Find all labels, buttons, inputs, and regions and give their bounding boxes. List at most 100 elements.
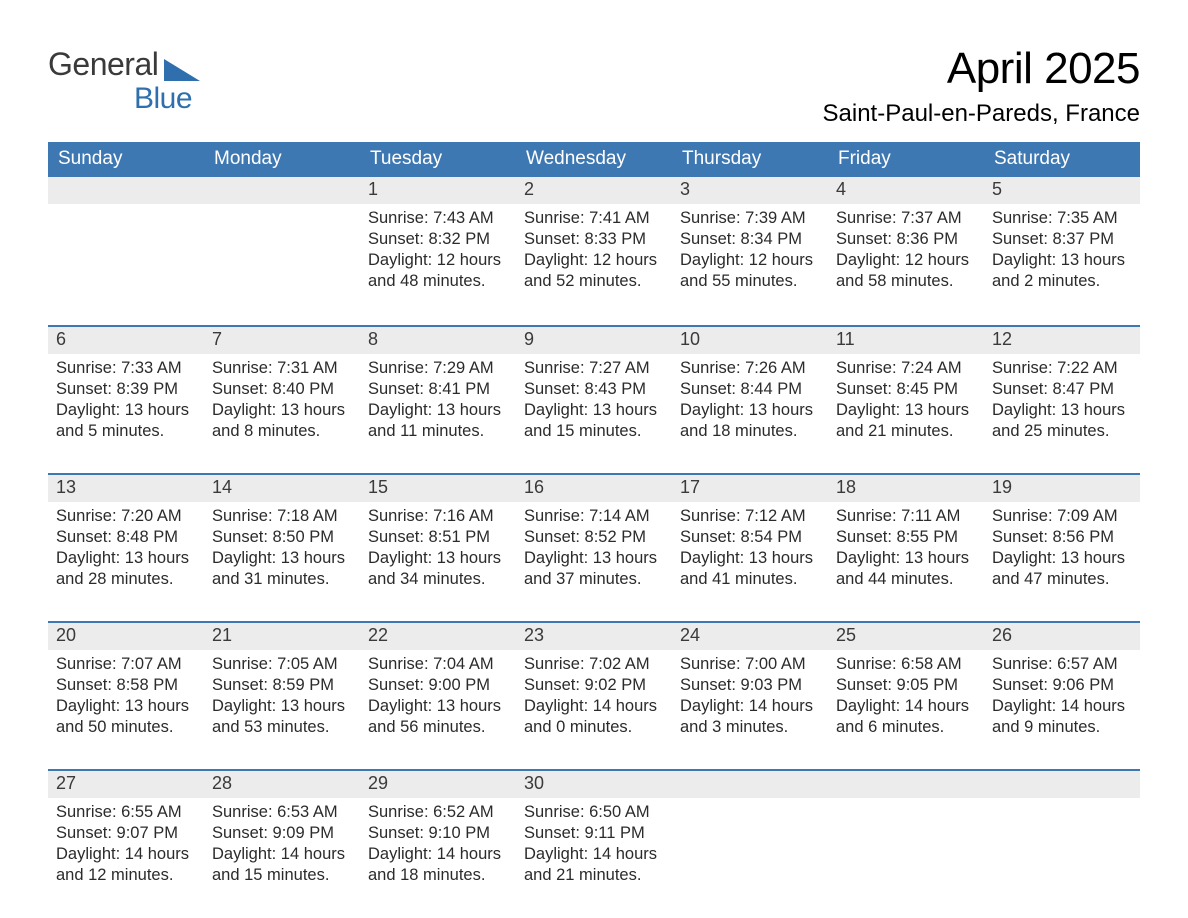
sunset-line: Sunset: 8:41 PM [368, 379, 508, 400]
day-number: 17 [672, 473, 828, 502]
calendar-day-cell: 21Sunrise: 7:05 AMSunset: 8:59 PMDayligh… [204, 621, 360, 769]
calendar-day-cell: 28Sunrise: 6:53 AMSunset: 9:09 PMDayligh… [204, 769, 360, 917]
sunset-line: Sunset: 9:05 PM [836, 675, 976, 696]
day-info: Sunrise: 7:31 AMSunset: 8:40 PMDaylight:… [204, 354, 360, 444]
day-info: Sunrise: 7:26 AMSunset: 8:44 PMDaylight:… [672, 354, 828, 444]
sunrise-line: Sunrise: 7:24 AM [836, 358, 976, 379]
sunset-line: Sunset: 8:36 PM [836, 229, 976, 250]
weekday-header: Friday [828, 142, 984, 177]
daylight-line: Daylight: 13 hours and 5 minutes. [56, 400, 196, 442]
day-number: 22 [360, 621, 516, 650]
day-info: Sunrise: 7:39 AMSunset: 8:34 PMDaylight:… [672, 204, 828, 294]
day-info: Sunrise: 7:00 AMSunset: 9:03 PMDaylight:… [672, 650, 828, 740]
day-info: Sunrise: 7:07 AMSunset: 8:58 PMDaylight:… [48, 650, 204, 740]
calendar-day-cell: 19Sunrise: 7:09 AMSunset: 8:56 PMDayligh… [984, 473, 1140, 621]
day-number: 20 [48, 621, 204, 650]
day-info: Sunrise: 7:16 AMSunset: 8:51 PMDaylight:… [360, 502, 516, 592]
day-info: Sunrise: 6:57 AMSunset: 9:06 PMDaylight:… [984, 650, 1140, 740]
sunset-line: Sunset: 8:32 PM [368, 229, 508, 250]
sunset-line: Sunset: 8:40 PM [212, 379, 352, 400]
calendar-day-cell: 4Sunrise: 7:37 AMSunset: 8:36 PMDaylight… [828, 177, 984, 325]
daylight-line: Daylight: 13 hours and 2 minutes. [992, 250, 1132, 292]
day-info: Sunrise: 7:37 AMSunset: 8:36 PMDaylight:… [828, 204, 984, 294]
daylight-line: Daylight: 13 hours and 15 minutes. [524, 400, 664, 442]
weekday-header: Thursday [672, 142, 828, 177]
day-number: 21 [204, 621, 360, 650]
day-info: Sunrise: 7:29 AMSunset: 8:41 PMDaylight:… [360, 354, 516, 444]
daylight-line: Daylight: 13 hours and 21 minutes. [836, 400, 976, 442]
weekday-header: Monday [204, 142, 360, 177]
calendar-day-cell: 29Sunrise: 6:52 AMSunset: 9:10 PMDayligh… [360, 769, 516, 917]
day-info: Sunrise: 7:27 AMSunset: 8:43 PMDaylight:… [516, 354, 672, 444]
day-info: Sunrise: 7:02 AMSunset: 9:02 PMDaylight:… [516, 650, 672, 740]
calendar-day-cell: 23Sunrise: 7:02 AMSunset: 9:02 PMDayligh… [516, 621, 672, 769]
weekday-header: Saturday [984, 142, 1140, 177]
calendar-day-cell: 18Sunrise: 7:11 AMSunset: 8:55 PMDayligh… [828, 473, 984, 621]
sunset-line: Sunset: 9:10 PM [368, 823, 508, 844]
day-info: Sunrise: 7:05 AMSunset: 8:59 PMDaylight:… [204, 650, 360, 740]
calendar-day-cell: 12Sunrise: 7:22 AMSunset: 8:47 PMDayligh… [984, 325, 1140, 473]
daylight-line: Daylight: 14 hours and 12 minutes. [56, 844, 196, 886]
sunrise-line: Sunrise: 7:26 AM [680, 358, 820, 379]
calendar-week-row: 27Sunrise: 6:55 AMSunset: 9:07 PMDayligh… [48, 769, 1140, 917]
day-number [828, 769, 984, 798]
calendar-page: General Blue April 2025 Saint-Paul-en-Pa… [0, 0, 1188, 918]
day-info: Sunrise: 6:53 AMSunset: 9:09 PMDaylight:… [204, 798, 360, 888]
sunrise-line: Sunrise: 6:52 AM [368, 802, 508, 823]
calendar-week-row: 20Sunrise: 7:07 AMSunset: 8:58 PMDayligh… [48, 621, 1140, 769]
daylight-line: Daylight: 12 hours and 52 minutes. [524, 250, 664, 292]
daylight-line: Daylight: 13 hours and 47 minutes. [992, 548, 1132, 590]
calendar-day-cell: 17Sunrise: 7:12 AMSunset: 8:54 PMDayligh… [672, 473, 828, 621]
calendar-day-cell [672, 769, 828, 917]
day-info: Sunrise: 7:33 AMSunset: 8:39 PMDaylight:… [48, 354, 204, 444]
sunrise-line: Sunrise: 6:55 AM [56, 802, 196, 823]
calendar-day-cell: 22Sunrise: 7:04 AMSunset: 9:00 PMDayligh… [360, 621, 516, 769]
daylight-line: Daylight: 14 hours and 15 minutes. [212, 844, 352, 886]
sunrise-line: Sunrise: 7:22 AM [992, 358, 1132, 379]
day-number: 28 [204, 769, 360, 798]
sunset-line: Sunset: 8:37 PM [992, 229, 1132, 250]
daylight-line: Daylight: 12 hours and 58 minutes. [836, 250, 976, 292]
daylight-line: Daylight: 14 hours and 21 minutes. [524, 844, 664, 886]
sunset-line: Sunset: 8:33 PM [524, 229, 664, 250]
day-info: Sunrise: 6:50 AMSunset: 9:11 PMDaylight:… [516, 798, 672, 888]
calendar-day-cell: 27Sunrise: 6:55 AMSunset: 9:07 PMDayligh… [48, 769, 204, 917]
calendar-day-cell: 13Sunrise: 7:20 AMSunset: 8:48 PMDayligh… [48, 473, 204, 621]
calendar-week-row: 13Sunrise: 7:20 AMSunset: 8:48 PMDayligh… [48, 473, 1140, 621]
calendar-day-cell: 9Sunrise: 7:27 AMSunset: 8:43 PMDaylight… [516, 325, 672, 473]
day-number: 6 [48, 325, 204, 354]
day-number [204, 177, 360, 204]
daylight-line: Daylight: 14 hours and 3 minutes. [680, 696, 820, 738]
day-number: 15 [360, 473, 516, 502]
day-number [984, 769, 1140, 798]
sunset-line: Sunset: 8:51 PM [368, 527, 508, 548]
brand-name-line1: General [48, 48, 158, 80]
day-number: 29 [360, 769, 516, 798]
sunrise-line: Sunrise: 6:50 AM [524, 802, 664, 823]
sunrise-line: Sunrise: 7:43 AM [368, 208, 508, 229]
daylight-line: Daylight: 13 hours and 11 minutes. [368, 400, 508, 442]
calendar-day-cell: 3Sunrise: 7:39 AMSunset: 8:34 PMDaylight… [672, 177, 828, 325]
day-number [48, 177, 204, 204]
calendar-day-cell: 15Sunrise: 7:16 AMSunset: 8:51 PMDayligh… [360, 473, 516, 621]
daylight-line: Daylight: 13 hours and 53 minutes. [212, 696, 352, 738]
daylight-line: Daylight: 12 hours and 48 minutes. [368, 250, 508, 292]
day-info: Sunrise: 7:09 AMSunset: 8:56 PMDaylight:… [984, 502, 1140, 592]
daylight-line: Daylight: 13 hours and 56 minutes. [368, 696, 508, 738]
daylight-line: Daylight: 13 hours and 50 minutes. [56, 696, 196, 738]
daylight-line: Daylight: 13 hours and 44 minutes. [836, 548, 976, 590]
day-number: 30 [516, 769, 672, 798]
calendar-day-cell: 2Sunrise: 7:41 AMSunset: 8:33 PMDaylight… [516, 177, 672, 325]
sunrise-line: Sunrise: 7:29 AM [368, 358, 508, 379]
calendar-week-row: 1Sunrise: 7:43 AMSunset: 8:32 PMDaylight… [48, 177, 1140, 325]
sunset-line: Sunset: 8:58 PM [56, 675, 196, 696]
calendar-day-cell [204, 177, 360, 325]
day-number: 7 [204, 325, 360, 354]
day-info: Sunrise: 7:24 AMSunset: 8:45 PMDaylight:… [828, 354, 984, 444]
sunrise-line: Sunrise: 7:41 AM [524, 208, 664, 229]
sunset-line: Sunset: 9:07 PM [56, 823, 196, 844]
day-number: 24 [672, 621, 828, 650]
daylight-line: Daylight: 13 hours and 8 minutes. [212, 400, 352, 442]
day-number: 3 [672, 177, 828, 204]
day-number: 10 [672, 325, 828, 354]
